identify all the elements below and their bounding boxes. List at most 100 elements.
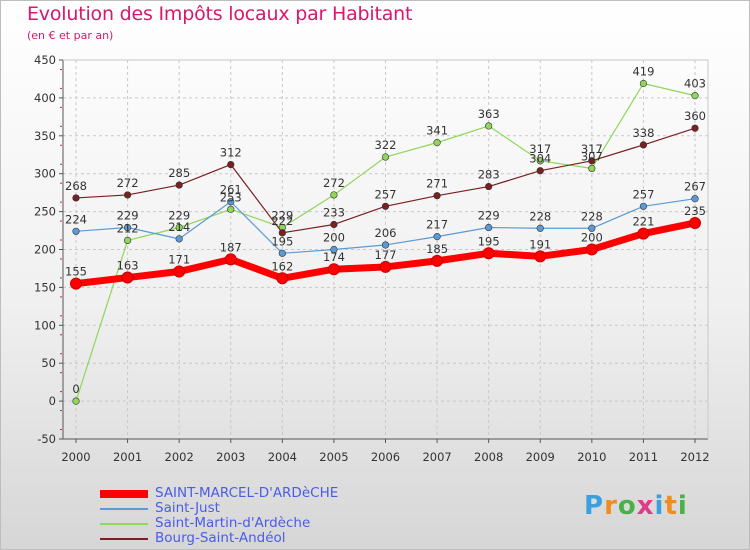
data-label: 185	[426, 242, 448, 256]
data-point	[123, 191, 132, 199]
y-tick-label: 300	[34, 167, 56, 181]
data-point	[227, 198, 235, 206]
data-label: 163	[117, 259, 139, 273]
x-tick-label: 2003	[216, 450, 245, 464]
data-point	[175, 223, 183, 232]
legend-swatch	[100, 489, 148, 498]
legend-label: Saint-Martin-d'Ardèche	[155, 515, 311, 531]
logo-letter: i	[654, 491, 665, 521]
logo-letter: o	[617, 491, 637, 521]
data-label: 257	[632, 187, 654, 201]
data-label: 304	[529, 152, 551, 166]
data-point	[689, 216, 701, 229]
data-label: 206	[375, 226, 397, 240]
logo-letter: r	[604, 491, 618, 521]
data-point	[70, 277, 82, 290]
data-label: 285	[168, 166, 190, 180]
data-label: 341	[426, 124, 448, 138]
data-point	[691, 195, 699, 203]
data-label: 272	[117, 176, 139, 190]
data-point	[330, 245, 338, 254]
data-point	[381, 241, 390, 249]
data-label: 317	[529, 142, 551, 156]
data-label: 363	[478, 107, 500, 121]
data-point	[227, 205, 235, 213]
data-point	[431, 254, 444, 267]
data-point	[72, 397, 80, 405]
data-label: 228	[581, 209, 603, 223]
data-label: 195	[271, 234, 293, 248]
data-label: 174	[323, 250, 345, 264]
data-label: 224	[65, 212, 87, 226]
chart-title: Evolution des Impôts locaux par Habitant	[27, 3, 413, 25]
data-point	[224, 253, 237, 266]
data-label: 200	[581, 231, 603, 245]
data-point	[485, 223, 493, 232]
data-label: 228	[529, 209, 551, 223]
y-tick-label: 0	[49, 394, 56, 408]
data-label: 229	[168, 209, 190, 223]
data-point	[637, 227, 650, 240]
data-point	[691, 124, 699, 132]
data-label: 267	[684, 180, 706, 194]
data-label: 312	[220, 146, 242, 160]
data-point	[72, 227, 80, 235]
legend-label: Saint-Just	[155, 500, 220, 516]
legend-label: SAINT-MARCEL-D'ARDèCHE	[155, 485, 339, 501]
data-point	[173, 265, 186, 278]
data-label: 191	[529, 237, 551, 251]
data-label: 261	[220, 183, 242, 197]
logo-letter: P	[584, 491, 605, 521]
data-point	[72, 194, 80, 202]
x-tick-label: 2008	[474, 450, 503, 464]
y-tick-label: 400	[34, 91, 56, 105]
logo-letter: t	[664, 491, 678, 521]
data-label: 257	[375, 187, 397, 201]
y-tick-label: 450	[34, 53, 56, 67]
data-point	[534, 250, 547, 263]
legend-swatch	[100, 507, 148, 510]
y-tick-label: 50	[41, 356, 56, 370]
data-point	[379, 260, 392, 273]
data-label: 307	[581, 149, 603, 163]
data-point	[121, 271, 134, 284]
logo-letter: x	[636, 491, 655, 521]
data-point	[175, 181, 183, 189]
data-point	[433, 139, 441, 147]
data-label: 253	[220, 190, 242, 204]
data-label: 221	[632, 215, 654, 229]
data-point	[278, 249, 286, 257]
data-label: 0	[72, 382, 79, 396]
data-point	[536, 167, 544, 175]
data-point	[327, 263, 340, 276]
data-point	[330, 191, 338, 199]
data-point	[588, 164, 596, 172]
data-point	[588, 224, 596, 232]
data-point	[276, 272, 289, 285]
data-point	[123, 236, 132, 245]
data-label: 229	[117, 209, 139, 223]
y-tick-label: 200	[34, 243, 56, 257]
data-point	[433, 233, 441, 241]
data-label: 195	[478, 234, 500, 248]
x-tick-label: 2001	[113, 450, 142, 464]
data-point	[639, 79, 648, 88]
data-label: 272	[323, 176, 345, 190]
data-label: 162	[271, 259, 293, 273]
x-tick-label: 2011	[629, 450, 658, 464]
data-label: 214	[168, 220, 190, 234]
data-label: 268	[65, 179, 87, 193]
data-point	[588, 157, 596, 165]
data-point	[536, 224, 544, 232]
data-point	[691, 92, 699, 100]
data-point	[381, 153, 390, 161]
data-point	[485, 182, 493, 191]
y-tick-label: 350	[34, 129, 56, 143]
x-tick-label: 2005	[319, 450, 348, 464]
x-tick-label: 2006	[371, 450, 400, 464]
y-tick-label: -50	[37, 432, 56, 446]
data-label: 360	[684, 109, 706, 123]
x-tick-label: 2004	[268, 450, 297, 464]
data-point	[381, 202, 390, 210]
y-tick-label: 150	[34, 280, 56, 294]
